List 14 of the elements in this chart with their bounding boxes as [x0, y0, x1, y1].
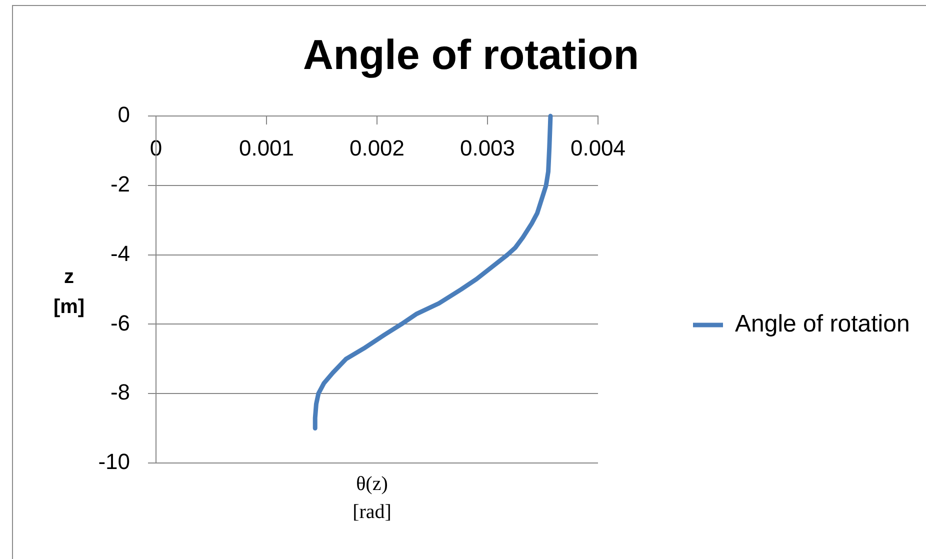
x-tick-label: 0.003 [460, 135, 516, 160]
y-tick-label: -10 [98, 449, 130, 474]
y-tick-label: -8 [110, 380, 130, 405]
legend-label: Angle of rotation [735, 310, 910, 338]
x-tick-label: 0.004 [570, 135, 626, 160]
x-axis-title: θ(z) [rad] [352, 472, 392, 525]
y-tick-label: -6 [110, 310, 130, 336]
chart-title: Angle of rotation [303, 31, 639, 78]
y-tick-label: -4 [110, 240, 130, 266]
y-axis-title: z [m] [53, 265, 85, 320]
x-tick-label: 0.001 [238, 135, 294, 160]
x-tick-label: 0.002 [349, 135, 405, 160]
y-tick-label: -2 [110, 171, 130, 196]
y-tick-label: 0 [118, 102, 130, 128]
